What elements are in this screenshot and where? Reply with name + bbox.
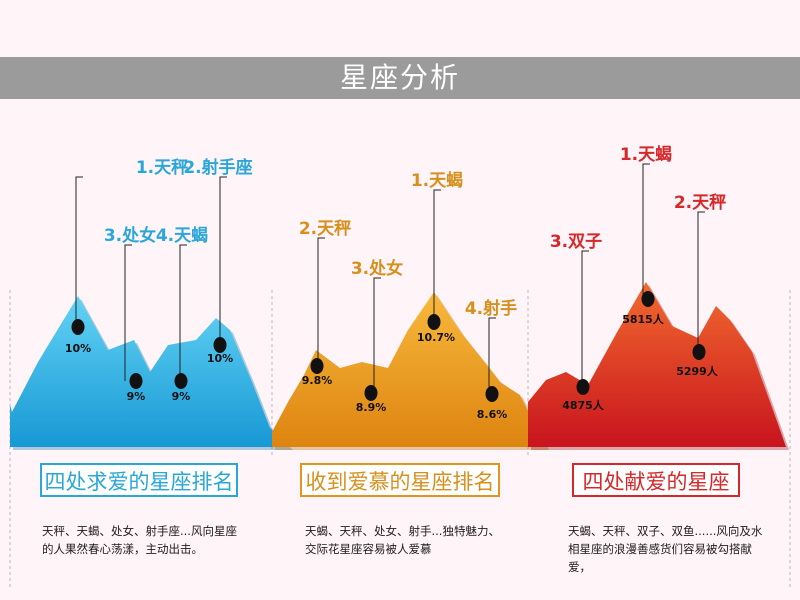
panel-title-blue: 四处求爱的星座排名 [40, 463, 238, 497]
rank-label: 2.天秤 [674, 193, 726, 213]
data-point-dot [129, 373, 143, 389]
rank-label: 4.天蝎 [156, 226, 208, 246]
data-point-dot [174, 373, 188, 389]
panel-title-red: 四处献爱的星座 [572, 463, 740, 497]
rank-label: 1.天秤 [136, 158, 188, 178]
rank-label: 2.天秤 [299, 219, 351, 239]
value-label: 8.9% [356, 401, 387, 414]
page-title: 星座分析 [339, 61, 460, 94]
panel-description-red: 天蝎、天秤、双子、双鱼......风向及水相星座的浪漫善感货们容易被勾搭献爱， [568, 524, 763, 574]
data-point-dot [364, 385, 378, 401]
data-point-dot [485, 386, 499, 402]
leader-line [697, 211, 705, 352]
value-label: 4875人 [562, 398, 605, 412]
panel-description-blue: 天秤、天蝎、处女、射手座...风向星座的人果然春心荡漾，主动出击。 [42, 524, 237, 556]
rank-label: 3.处女 [104, 225, 156, 246]
data-point-dot [310, 358, 324, 374]
value-label: 5299人 [676, 364, 719, 378]
leader-line [219, 176, 227, 345]
data-point-dot [692, 344, 706, 360]
mountain-area [528, 282, 786, 447]
rank-label: 3.处女 [351, 258, 403, 279]
panel-title-orange: 收到爱慕的星座排名 [300, 463, 500, 497]
mountain-area [272, 292, 546, 447]
leader-line [581, 250, 589, 387]
leader-line [373, 277, 381, 393]
data-point-dot [213, 337, 227, 353]
leader-line [124, 244, 132, 381]
rank-label: 2.射手座 [183, 157, 252, 178]
leader-line [179, 244, 187, 381]
leader-line [433, 189, 441, 322]
value-label: 8.6% [477, 408, 508, 421]
data-point-dot [427, 314, 441, 330]
data-point-dot [71, 319, 85, 335]
rank-label: 1.天蝎 [411, 171, 463, 191]
title-bar: 星座分析 [0, 57, 800, 99]
value-label: 9.8% [302, 374, 333, 387]
value-label: 10% [65, 342, 91, 355]
leader-line [75, 176, 83, 327]
leader-line [317, 237, 325, 366]
value-label: 5815人 [622, 312, 665, 326]
value-label: 10% [207, 352, 233, 365]
leader-line [488, 317, 496, 394]
leader-line [642, 163, 650, 299]
value-label: 10.7% [417, 331, 455, 344]
value-label: 9% [127, 390, 146, 403]
rank-label: 4.射手 [465, 298, 517, 319]
data-point-dot [641, 291, 655, 307]
panel-description-orange: 天蝎、天秤、处女、射手...独特魅力、交际花星座容易被人爱慕 [305, 524, 500, 556]
value-label: 9% [172, 390, 191, 403]
data-point-dot [576, 379, 590, 395]
rank-label: 3.双子 [550, 232, 602, 252]
rank-label: 1.天蝎 [620, 145, 672, 165]
